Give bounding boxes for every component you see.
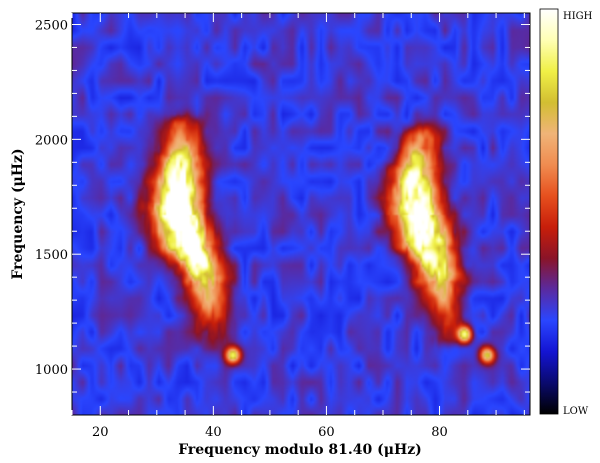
y-axis-title: Frequency (μHz): [10, 148, 26, 279]
x-tick-label: 20: [92, 425, 109, 440]
y-tick-label: 1000: [35, 363, 68, 378]
ticks: [71, 13, 530, 415]
colorbar: HIGH LOW: [539, 8, 593, 417]
plot-area: [71, 12, 531, 416]
heatmap-image: [72, 13, 530, 415]
x-tick-label: 40: [205, 425, 222, 440]
plot-frame: [71, 12, 531, 416]
colorbar-low-label: LOW: [563, 406, 589, 417]
x-tick-label: 60: [318, 425, 335, 440]
colorbar-gradient: [539, 8, 559, 415]
tick-labels: 20 40 60 80 1000 1500 2000 2500: [35, 18, 448, 440]
y-tick-label: 2000: [35, 133, 68, 148]
x-axis-title: Frequency modulo 81.40 (μHz): [178, 442, 422, 458]
y-tick-label: 1500: [35, 248, 68, 263]
x-tick-label: 80: [431, 425, 448, 440]
colorbar-high-label: HIGH: [563, 11, 593, 22]
y-tick-label: 2500: [35, 18, 68, 33]
